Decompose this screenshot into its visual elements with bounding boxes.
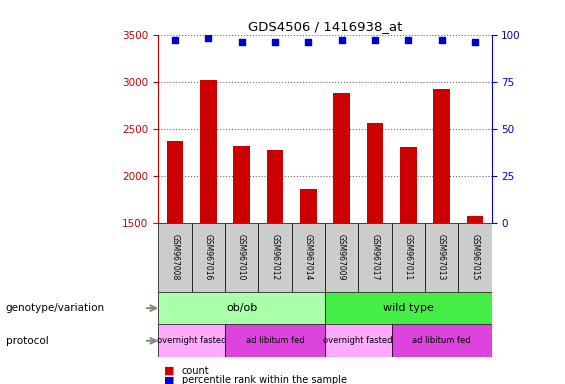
Point xyxy=(270,39,279,45)
Bar xyxy=(225,324,325,357)
Text: genotype/variation: genotype/variation xyxy=(6,303,105,313)
Text: GSM967017: GSM967017 xyxy=(371,234,379,280)
Text: ■: ■ xyxy=(164,366,175,376)
Bar xyxy=(333,93,350,223)
Bar xyxy=(358,223,392,292)
Text: GSM967011: GSM967011 xyxy=(404,234,412,280)
Bar xyxy=(158,223,192,292)
Point xyxy=(304,39,313,45)
Text: protocol: protocol xyxy=(6,336,49,346)
Bar xyxy=(400,147,416,223)
Bar xyxy=(292,223,325,292)
Bar xyxy=(392,223,425,292)
Bar xyxy=(200,80,216,223)
Bar xyxy=(158,292,325,324)
Bar xyxy=(433,89,450,223)
Text: ob/ob: ob/ob xyxy=(226,303,257,313)
Bar xyxy=(325,324,392,357)
Text: overnight fasted: overnight fasted xyxy=(323,336,393,345)
Point xyxy=(237,39,246,45)
Bar xyxy=(325,223,358,292)
Text: GSM967009: GSM967009 xyxy=(337,234,346,281)
Bar xyxy=(192,223,225,292)
Bar xyxy=(325,292,492,324)
Bar xyxy=(300,189,316,223)
Point xyxy=(403,37,412,43)
Bar xyxy=(225,223,258,292)
Bar xyxy=(467,216,483,223)
Text: overnight fasted: overnight fasted xyxy=(157,336,227,345)
Bar xyxy=(233,146,250,223)
Text: wild type: wild type xyxy=(383,303,434,313)
Point xyxy=(337,37,346,43)
Text: percentile rank within the sample: percentile rank within the sample xyxy=(182,375,347,384)
Point xyxy=(171,37,180,43)
Text: ■: ■ xyxy=(164,375,175,384)
Bar xyxy=(425,223,458,292)
Text: ad libitum fed: ad libitum fed xyxy=(412,336,471,345)
Bar xyxy=(458,223,492,292)
Bar xyxy=(258,223,292,292)
Bar xyxy=(158,324,225,357)
Text: GSM967013: GSM967013 xyxy=(437,234,446,280)
Point xyxy=(203,35,212,41)
Text: GSM967010: GSM967010 xyxy=(237,234,246,280)
Bar xyxy=(367,123,383,223)
Bar xyxy=(392,324,492,357)
Point xyxy=(470,39,479,45)
Bar xyxy=(267,150,283,223)
Text: ad libitum fed: ad libitum fed xyxy=(246,336,304,345)
Title: GDS4506 / 1416938_at: GDS4506 / 1416938_at xyxy=(247,20,402,33)
Text: count: count xyxy=(182,366,210,376)
Text: GSM967016: GSM967016 xyxy=(204,234,212,280)
Text: GSM967014: GSM967014 xyxy=(304,234,312,280)
Bar xyxy=(167,141,183,223)
Text: GSM967008: GSM967008 xyxy=(171,234,179,280)
Text: GSM967015: GSM967015 xyxy=(471,234,479,280)
Point xyxy=(371,37,380,43)
Text: GSM967012: GSM967012 xyxy=(271,234,279,280)
Point xyxy=(437,37,446,43)
